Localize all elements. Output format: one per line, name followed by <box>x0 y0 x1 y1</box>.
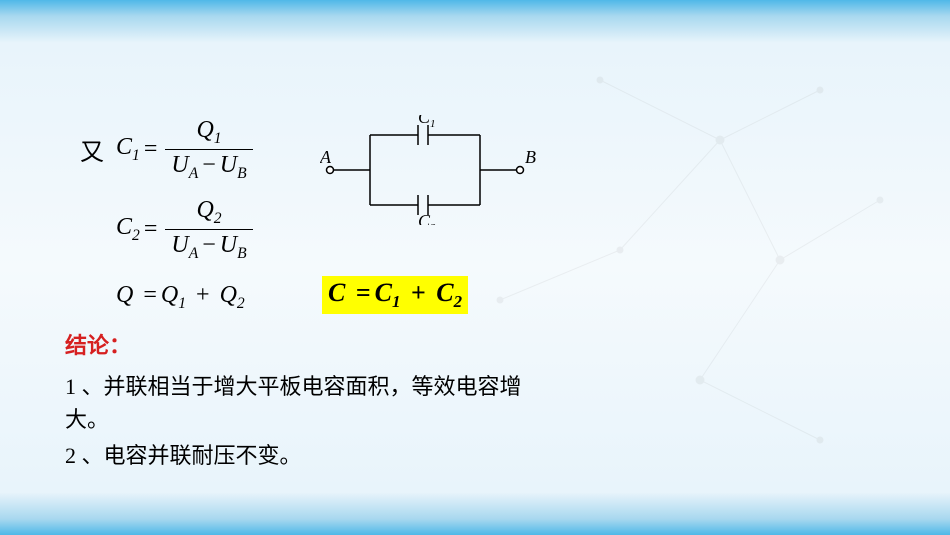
fraction-1: Q1 UA−UB <box>165 115 252 184</box>
conclusion-heading: 结论： <box>65 328 131 360</box>
equation-c2: C2 = Q2 UA−UB <box>116 195 257 264</box>
slide-content: 又 C1 = Q1 UA−UB C2 = Q2 UA−UB Q =Q1 + Q2… <box>0 0 950 535</box>
conclusion-item-2: 2 、电容并联耐压不变。 <box>65 438 302 470</box>
equation-c-total: C =C1 + C2 <box>322 276 468 314</box>
fraction-2: Q2 UA−UB <box>165 195 252 264</box>
equation-q: Q =Q1 + Q2 <box>116 282 245 313</box>
label-c1: C1 <box>418 115 436 130</box>
label-b: B <box>525 147 536 167</box>
equals: = <box>144 216 158 243</box>
label-a: A <box>320 147 332 167</box>
equals: = <box>144 136 158 163</box>
conclusion-item-1: 1 、并联相当于增大平板电容面积，等效电容增大。 <box>65 370 525 436</box>
label-c2: C2 <box>418 211 436 225</box>
equation-c1: 又 C1 = Q1 UA−UB <box>80 115 257 184</box>
prefix-label: 又 <box>80 132 104 167</box>
circuit-diagram: A B C1 C2 <box>320 115 540 225</box>
var-c1: C1 <box>116 134 140 165</box>
var-c2: C2 <box>116 214 140 245</box>
